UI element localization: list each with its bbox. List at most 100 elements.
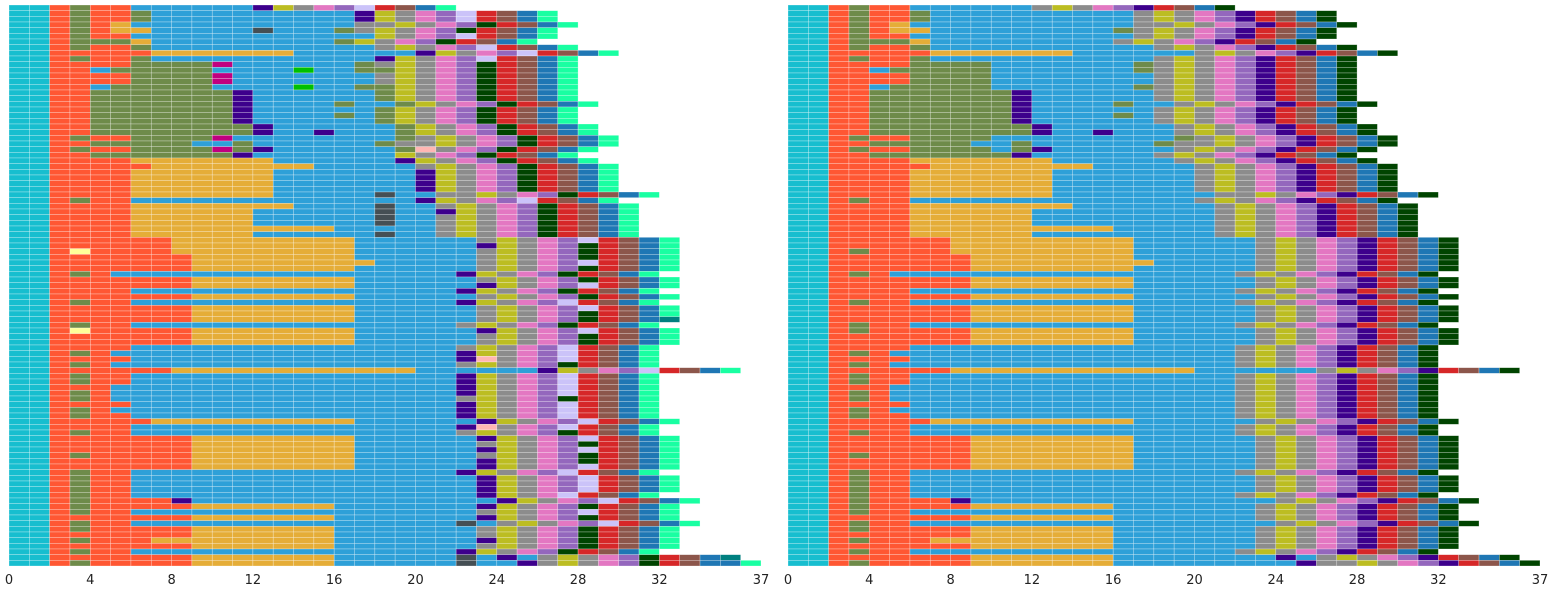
right-heatmap-cell	[1356, 293, 1378, 300]
left-heatmap-cell	[110, 492, 132, 499]
right-heatmap-cell	[787, 197, 809, 204]
right-heatmap-cell	[929, 231, 951, 238]
right-heatmap-cell	[889, 27, 911, 34]
left-heatmap-cell	[313, 339, 335, 346]
right-heatmap-cell	[889, 220, 911, 227]
left-heatmap-cell	[8, 339, 30, 346]
right-heatmap-cell	[1092, 299, 1114, 306]
left-heatmap-cell	[638, 446, 660, 453]
left-heatmap-cell	[232, 503, 254, 510]
left-heatmap-cell	[455, 33, 477, 40]
left-heatmap-cell	[272, 548, 294, 555]
right-heatmap-cell	[1051, 265, 1073, 272]
left-heatmap-cell	[577, 424, 599, 431]
left-heatmap-cell	[598, 276, 620, 283]
left-heatmap-cell	[272, 44, 294, 51]
left-heatmap-cell	[577, 361, 599, 368]
left-heatmap-cell	[69, 38, 91, 45]
right-heatmap-cell	[970, 316, 992, 323]
right-heatmap-cell	[1336, 129, 1358, 136]
left-heatmap-cell	[333, 486, 355, 493]
left-heatmap-cell	[333, 526, 355, 533]
left-heatmap-cell	[638, 384, 660, 391]
left-heatmap-cell	[354, 429, 376, 436]
left-heatmap-cell	[394, 333, 416, 340]
left-heatmap-cell	[69, 259, 91, 266]
left-heatmap-cell	[415, 38, 437, 45]
left-heatmap-cell	[598, 350, 620, 357]
left-heatmap-cell	[90, 191, 111, 198]
right-heatmap-cell	[1011, 4, 1033, 11]
left-heatmap-cell	[374, 16, 396, 23]
left-heatmap-cell	[150, 21, 172, 28]
left-heatmap-cell	[90, 157, 111, 164]
right-heatmap-cell	[1173, 33, 1195, 40]
left-heatmap-cell	[415, 367, 437, 374]
right-heatmap-cell	[1031, 61, 1053, 68]
left-heatmap-cell	[516, 118, 538, 125]
right-heatmap-cell	[889, 33, 911, 40]
right-heatmap-cell	[1255, 174, 1277, 181]
left-heatmap-cell	[496, 509, 518, 516]
left-heatmap-cell	[516, 452, 538, 459]
right-heatmap-cell	[1092, 67, 1114, 74]
left-heatmap-cell	[476, 486, 498, 493]
left-heatmap-cell	[191, 356, 213, 363]
left-heatmap-cell	[293, 27, 315, 34]
left-heatmap-cell	[29, 89, 50, 96]
left-heatmap-cell	[354, 350, 376, 357]
right-heatmap-row	[787, 146, 1378, 153]
left-heatmap-cell	[49, 33, 71, 40]
left-heatmap-cell	[557, 288, 579, 295]
left-heatmap-cell	[394, 203, 416, 210]
left-heatmap-cell	[211, 231, 233, 238]
left-heatmap-cell	[354, 384, 376, 391]
left-heatmap-cell	[476, 469, 498, 476]
right-heatmap-cell	[990, 293, 1012, 300]
left-heatmap-cell	[516, 21, 538, 28]
right-heatmap-row	[787, 157, 1378, 164]
right-heatmap-cell	[869, 140, 890, 147]
left-heatmap-cell	[29, 180, 50, 187]
left-heatmap-cell	[171, 356, 193, 363]
left-heatmap-cell	[313, 350, 335, 357]
left-heatmap-cell	[516, 418, 538, 425]
left-heatmap-cell	[272, 407, 294, 414]
left-heatmap-cell	[354, 78, 376, 85]
left-heatmap-cell	[313, 101, 335, 108]
left-heatmap-cell	[557, 197, 579, 204]
right-heatmap-cell	[990, 157, 1012, 164]
left-heatmap-cell	[293, 265, 315, 272]
right-heatmap-cell	[1051, 146, 1073, 153]
left-heatmap-cell	[659, 316, 681, 323]
right-heatmap-cell	[1112, 237, 1134, 244]
left-heatmap-cell	[29, 112, 50, 119]
left-heatmap-cell	[293, 106, 315, 113]
right-heatmap-cell	[929, 214, 951, 221]
right-heatmap-row	[787, 220, 1419, 227]
left-heatmap-cell	[313, 520, 335, 527]
right-heatmap-cell	[1316, 299, 1338, 306]
left-heatmap-cell	[333, 214, 355, 221]
left-heatmap-cell	[374, 123, 396, 130]
left-heatmap-cell	[333, 27, 355, 34]
right-heatmap-cell	[1051, 157, 1073, 164]
left-heatmap-cell	[49, 10, 71, 17]
left-heatmap-cell	[435, 84, 457, 91]
left-heatmap-cell	[659, 259, 681, 266]
left-heatmap-cell	[435, 361, 457, 368]
left-heatmap-cell	[354, 44, 376, 51]
right-heatmap-cell	[1295, 293, 1317, 300]
left-heatmap-cell	[232, 225, 254, 232]
left-heatmap-cell	[191, 186, 213, 193]
left-heatmap-cell	[69, 180, 91, 187]
right-heatmap-cell	[1214, 169, 1236, 176]
left-heatmap-cell	[150, 554, 172, 561]
right-heatmap-cell	[1234, 16, 1256, 23]
left-heatmap-cell	[293, 197, 315, 204]
left-heatmap-cell	[394, 101, 416, 108]
left-heatmap-cell	[150, 106, 172, 113]
right-heatmap-cell	[889, 231, 911, 238]
left-heatmap-cell	[90, 282, 111, 289]
right-heatmap-cell	[787, 254, 809, 261]
